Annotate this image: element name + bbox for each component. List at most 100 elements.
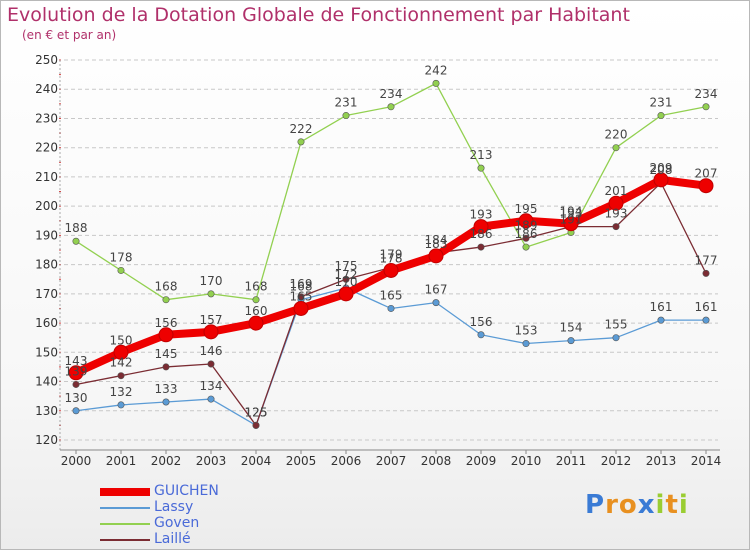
data-label-laillé-2012: 193 <box>605 207 628 221</box>
data-label-laillé-2000: 139 <box>65 364 88 378</box>
data-label-laillé-2005: 169 <box>290 277 313 291</box>
data-point-lassy-2007 <box>387 304 395 312</box>
data-point-laillé-2012 <box>612 223 620 231</box>
data-label-goven-2014: 234 <box>695 87 718 101</box>
data-label-guichen-2000: 143 <box>65 354 88 368</box>
data-point-lassy-2013 <box>657 316 665 324</box>
y-tick-label-170: 170 <box>35 287 58 301</box>
chart-title: Evolution de la Dotation Globale de Fonc… <box>7 4 630 26</box>
logo-letter: x <box>637 490 656 520</box>
data-point-laillé-2010 <box>522 234 530 242</box>
data-label-guichen-2014: 207 <box>695 167 718 181</box>
data-label-goven-2006: 231 <box>335 96 358 110</box>
data-point-laillé-2002 <box>162 363 170 371</box>
y-tick-label-210: 210 <box>35 170 58 184</box>
data-point-guichen-2007 <box>383 262 399 278</box>
legend-label-lassy: Lassy <box>154 499 194 515</box>
data-label-lassy-2009: 156 <box>470 315 493 329</box>
x-tick-label-2014: 2014 <box>691 454 722 468</box>
data-label-laillé-2002: 145 <box>155 347 178 361</box>
data-point-lassy-2009 <box>477 331 485 339</box>
x-tick-label-2007: 2007 <box>376 454 407 468</box>
data-label-guichen-2003: 157 <box>200 313 223 327</box>
data-label-laillé-2004: 125 <box>245 405 268 419</box>
legend-label-laille: Laillé <box>154 531 191 547</box>
legend-label-goven: Goven <box>154 515 200 531</box>
data-point-goven-2002 <box>162 296 170 304</box>
data-label-goven-2008: 242 <box>425 63 448 77</box>
data-label-laillé-2001: 142 <box>110 356 133 370</box>
data-point-goven-2001 <box>117 266 125 274</box>
data-point-goven-2008 <box>432 79 440 87</box>
data-point-laillé-2006 <box>342 275 350 283</box>
data-label-guichen-2010: 195 <box>515 202 538 216</box>
y-tick-label-190: 190 <box>35 228 58 242</box>
data-label-goven-2001: 178 <box>110 250 133 264</box>
legend-swatch-lassy <box>100 507 150 509</box>
data-point-lassy-2000 <box>72 407 80 415</box>
data-point-goven-2000 <box>72 237 80 245</box>
data-point-goven-2014 <box>702 103 710 111</box>
y-tick-label-180: 180 <box>35 258 58 272</box>
data-label-lassy-2002: 133 <box>155 382 178 396</box>
data-label-goven-2000: 188 <box>65 221 88 235</box>
data-point-laillé-2003 <box>207 360 215 368</box>
data-point-guichen-2002 <box>158 327 174 343</box>
x-tick-label-2001: 2001 <box>106 454 137 468</box>
y-tick-label-150: 150 <box>35 345 58 359</box>
y-tick-label-220: 220 <box>35 141 58 155</box>
data-point-goven-2013 <box>657 112 665 120</box>
data-label-laillé-2010: 189 <box>515 218 538 232</box>
data-label-goven-2010: 186 <box>515 227 538 241</box>
data-point-goven-2003 <box>207 290 215 298</box>
x-tick-label-2012: 2012 <box>601 454 632 468</box>
data-point-lassy-2001 <box>117 401 125 409</box>
data-label-guichen-2001: 150 <box>110 333 133 347</box>
x-tick-label-2009: 2009 <box>466 454 497 468</box>
data-point-guichen-2012 <box>608 195 624 211</box>
data-point-guichen-2013 <box>653 172 669 188</box>
data-label-goven-2011: 191 <box>560 212 583 226</box>
y-tick-label-160: 160 <box>35 316 58 330</box>
legend-swatch-goven <box>100 523 150 525</box>
y-tick-label-250: 250 <box>35 53 58 67</box>
data-label-goven-2013: 231 <box>650 96 673 110</box>
data-point-guichen-2001 <box>113 344 129 360</box>
data-label-guichen-2005: 165 <box>290 289 313 303</box>
data-point-guichen-2008 <box>428 248 444 264</box>
data-point-lassy-2011 <box>567 337 575 345</box>
data-point-guichen-2010 <box>518 213 534 229</box>
data-point-laillé-2009 <box>477 243 485 251</box>
data-label-laillé-2003: 146 <box>200 344 223 358</box>
data-point-goven-2007 <box>387 103 395 111</box>
legend-swatch-guichen <box>100 488 150 496</box>
data-label-lassy-2008: 167 <box>425 283 448 297</box>
data-point-goven-2010 <box>522 243 530 251</box>
data-label-guichen-2007: 178 <box>380 251 403 265</box>
data-point-lassy-2014 <box>702 316 710 324</box>
x-tick-label-2002: 2002 <box>151 454 182 468</box>
data-label-guichen-2002: 156 <box>155 316 178 330</box>
data-label-lassy-2003: 134 <box>200 379 223 393</box>
data-point-guichen-2014 <box>698 178 714 194</box>
data-label-laillé-2013: 208 <box>650 163 673 177</box>
data-point-lassy-2002 <box>162 398 170 406</box>
data-label-goven-2009: 213 <box>470 148 493 162</box>
data-label-guichen-2004: 160 <box>245 304 268 318</box>
data-point-lassy-2003 <box>207 395 215 403</box>
logo-letter: i <box>678 490 689 520</box>
data-point-goven-2006 <box>342 112 350 120</box>
data-label-lassy-2001: 132 <box>110 385 133 399</box>
y-tick-label-230: 230 <box>35 111 58 125</box>
logo-letter: i <box>655 490 666 520</box>
x-tick-label-2006: 2006 <box>331 454 362 468</box>
data-label-goven-2004: 168 <box>245 280 268 294</box>
x-tick-label-2011: 2011 <box>556 454 587 468</box>
data-label-lassy-2014: 161 <box>695 300 718 314</box>
x-tick-label-2003: 2003 <box>196 454 227 468</box>
data-label-laillé-2006: 175 <box>335 259 358 273</box>
data-point-lassy-2010 <box>522 340 530 348</box>
legend-label-guichen: GUICHEN <box>154 483 219 499</box>
data-point-guichen-2003 <box>203 324 219 340</box>
